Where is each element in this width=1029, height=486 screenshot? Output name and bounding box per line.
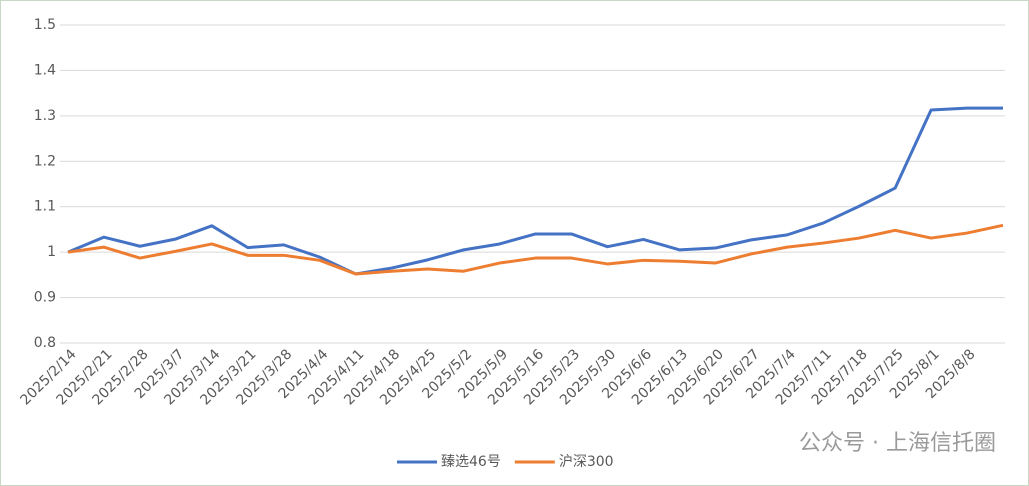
line-series (67, 223, 1004, 276)
y-tick-label: 1.2 (34, 153, 56, 169)
y-tick-label: 1.3 (34, 108, 56, 124)
y-tick-label: 1.4 (34, 62, 56, 78)
y-tick-label: 1.5 (34, 17, 56, 33)
legend-label: 沪深300 (559, 454, 614, 470)
watermark: 公众号 · 上海信托圈 (799, 431, 996, 456)
y-tick-label: 1 (47, 244, 56, 260)
legend-label: 臻选46号 (441, 454, 501, 470)
y-tick-label: 0.8 (34, 335, 56, 351)
line-series (67, 106, 1003, 276)
y-tick-label: 0.9 (34, 290, 56, 306)
y-tick-label: 1.1 (34, 199, 56, 215)
